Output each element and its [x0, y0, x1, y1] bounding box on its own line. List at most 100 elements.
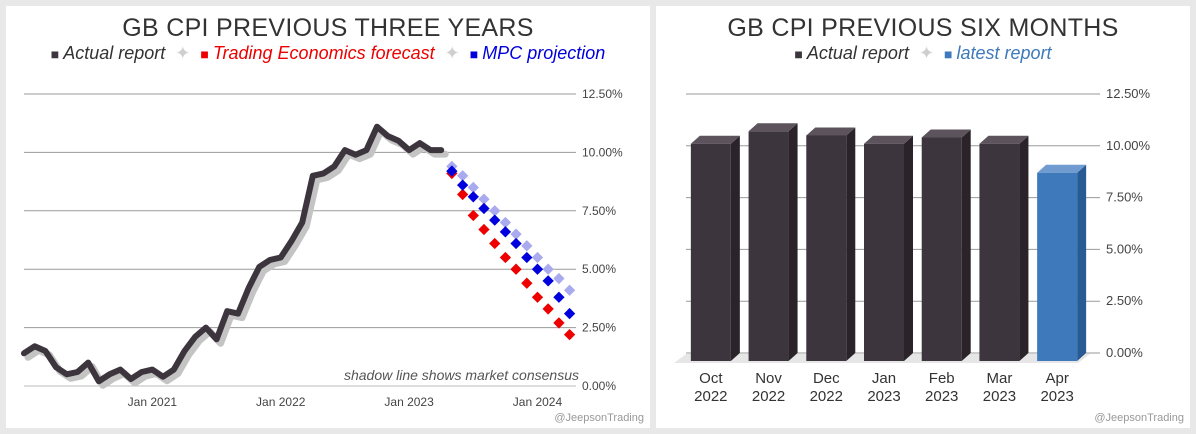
forecast-point — [521, 277, 533, 289]
bar-side — [904, 135, 913, 361]
x-tick-label-month: Jan — [872, 370, 896, 387]
x-tick-label-month: Apr — [1045, 370, 1068, 387]
bar-side — [788, 123, 798, 362]
x-tick-label-month: Feb — [929, 370, 955, 387]
y-tick-label: 5.00% — [582, 262, 616, 276]
mpc-shadow-point — [531, 251, 544, 264]
bar-side — [846, 127, 856, 361]
y-tick-label: 2.50% — [582, 321, 616, 335]
line-chart: 12.50% 10.00% 7.50% 5.00% 2.50% 0.00% Jan 2021… — [21, 87, 623, 409]
mpc-point — [499, 226, 512, 238]
y-tick-label: 5.00% — [1106, 241, 1143, 256]
bar-top — [690, 135, 740, 144]
x-tick-label: Jan 2021 — [128, 395, 178, 409]
forecast-point — [531, 291, 544, 303]
bar-top — [921, 129, 971, 138]
forecast-point — [456, 188, 469, 201]
bar-side — [730, 135, 740, 361]
y-tick-label: 10.00% — [1106, 138, 1151, 153]
legend-actual: Actual report — [63, 43, 166, 63]
mpc-point — [446, 165, 458, 177]
separator-icon: ✦ — [175, 43, 191, 63]
separator-icon: ✦ — [444, 43, 460, 63]
bar — [979, 143, 1020, 361]
mpc-point — [456, 179, 469, 191]
y-tick-label: 7.50% — [582, 204, 616, 218]
x-tick-label-year: 2022 — [810, 388, 843, 405]
mpc-point — [563, 307, 576, 320]
legend-latest: latest report — [956, 43, 1052, 63]
chart-annotation: shadow line shows market consensus — [344, 367, 579, 383]
bar — [690, 143, 731, 361]
mpc-shadow-point — [542, 263, 554, 275]
bar-side — [961, 129, 971, 361]
y-tick-label: 10.00% — [582, 145, 623, 159]
six-month-panel: GB CPI PREVIOUS SIX MONTHS ■ Actual repor… — [656, 6, 1190, 428]
forecast-point — [489, 237, 501, 250]
x-tick-label: Jan 2022 — [256, 395, 306, 409]
y-tick-label: 7.50% — [1106, 190, 1143, 205]
bar — [864, 143, 904, 361]
mpc-point — [489, 214, 501, 226]
forecast-point — [467, 209, 479, 222]
mpc-shadow-point — [553, 272, 565, 285]
y-tick-label: 12.50% — [582, 87, 623, 101]
chart-title: GB CPI PREVIOUS SIX MONTHS — [727, 14, 1119, 42]
bar-chart: 12.50%10.00%7.50%5.00%2.50%0.00%Oct2022N… — [674, 86, 1151, 405]
mpc-shadow-point — [521, 240, 533, 252]
chart-title: GB CPI PREVIOUS THREE YEARS — [122, 14, 534, 42]
bar-top — [864, 135, 913, 144]
bar-top — [979, 135, 1029, 144]
y-tick-label: 0.00% — [1106, 345, 1143, 360]
three-year-panel: GB CPI PREVIOUS THREE YEARS ■ Actual repo… — [6, 6, 650, 428]
legend-square-icon: ■ — [944, 46, 953, 62]
y-tick-label: 12.50% — [1106, 86, 1151, 101]
watermark: @JeepsonTrading — [554, 412, 644, 424]
x-tick-label-year: 2023 — [1040, 388, 1073, 405]
x-tick-label-year: 2022 — [752, 388, 785, 405]
x-tick-label-month: Dec — [813, 370, 840, 387]
bar — [748, 131, 789, 361]
forecast-point — [542, 303, 554, 315]
bar-top — [806, 127, 856, 136]
consensus-shadow-line — [24, 127, 449, 389]
bar-top — [748, 123, 798, 132]
bar-side — [1077, 164, 1087, 361]
mpc-point — [478, 202, 490, 215]
legend-mpc: MPC projection — [482, 43, 606, 63]
x-tick-label-year: 2023 — [867, 388, 900, 405]
x-tick-label: Jan 2023 — [384, 395, 434, 409]
mpc-point — [542, 275, 554, 287]
mpc-shadow-point — [563, 284, 576, 296]
mpc-point — [553, 291, 565, 303]
latest-bar — [1037, 172, 1078, 361]
forecast-point — [563, 328, 576, 341]
bar-top — [1037, 164, 1087, 173]
chart-legend: ■ Actual report ✦ ■ Trading Economics foreca… — [6, 43, 650, 64]
watermark: @JeepsonTrading — [1094, 412, 1184, 424]
mpc-shadow-point — [499, 216, 512, 229]
mpc-point — [467, 191, 479, 203]
mpc-shadow-point — [456, 170, 469, 182]
y-tick-label: 2.50% — [1106, 293, 1143, 308]
chart-legend: ■ Actual report ✦ ■ latest report — [656, 43, 1190, 64]
x-tick-label-year: 2023 — [983, 388, 1016, 405]
mpc-point — [521, 251, 533, 264]
mpc-shadow-point — [467, 181, 479, 194]
mpc-shadow-point — [478, 193, 490, 205]
x-tick-label: Jan 2024 — [513, 395, 563, 409]
separator-icon: ✦ — [918, 43, 935, 63]
x-tick-label-year: 2023 — [925, 388, 958, 405]
y-tick-label: 0.00% — [582, 379, 616, 393]
legend-square-icon: ■ — [50, 46, 60, 62]
bar — [806, 135, 847, 361]
forecast-point — [478, 223, 490, 236]
mpc-point — [531, 263, 544, 275]
bar — [921, 137, 962, 361]
legend-actual: Actual report — [806, 43, 909, 63]
x-tick-label-month: Mar — [987, 370, 1013, 387]
x-tick-label-year: 2022 — [694, 388, 727, 405]
mpc-shadow-point — [510, 228, 522, 240]
bar-side — [1019, 135, 1029, 361]
actual-series-line — [21, 123, 445, 385]
